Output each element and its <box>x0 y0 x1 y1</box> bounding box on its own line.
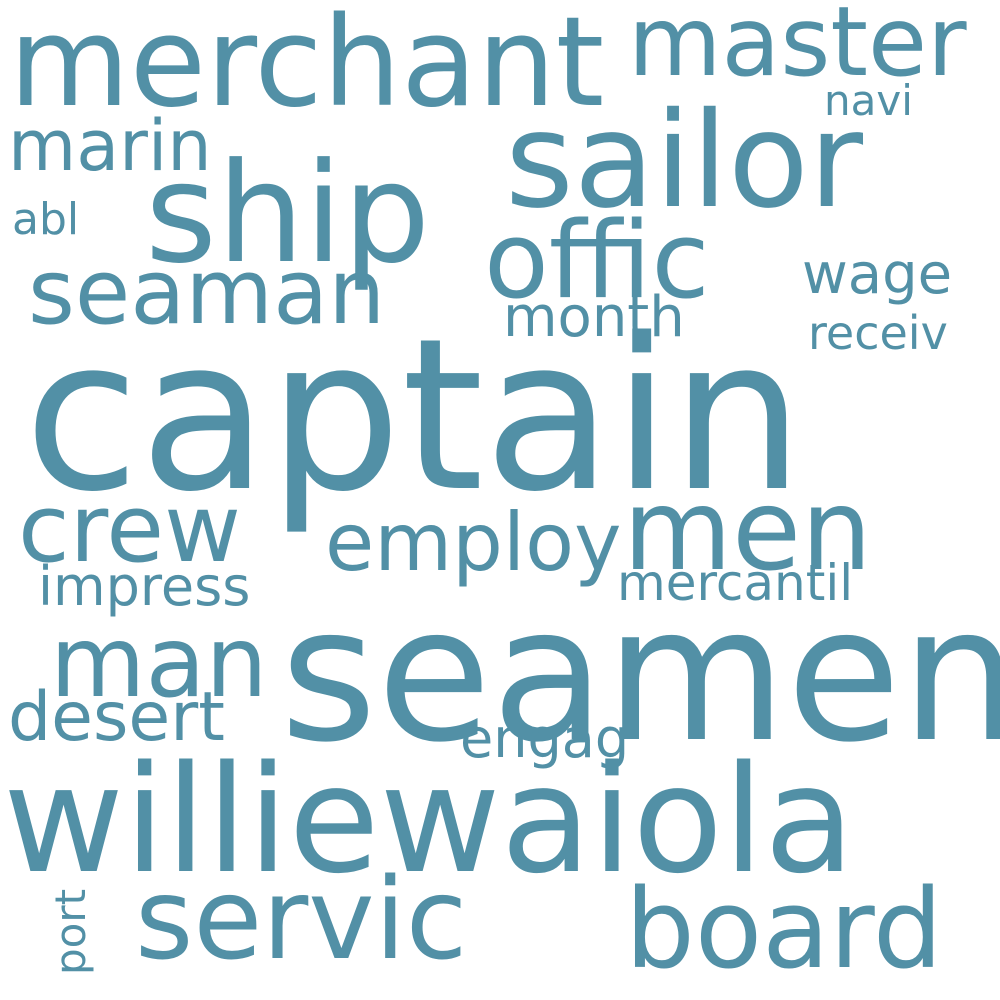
word-mercantil: mercantil <box>617 554 854 612</box>
word-navi: navi <box>824 76 913 125</box>
word-impress: impress <box>38 555 251 618</box>
word-captain: captain <box>24 293 804 538</box>
word-ship: ship <box>145 133 431 294</box>
word-desert: desert <box>8 678 225 757</box>
word-month: month <box>503 285 685 350</box>
word-offic: offic <box>484 199 710 322</box>
word-employ: employ <box>325 496 622 589</box>
word-engag: engag <box>460 707 630 770</box>
word-receiv: receiv <box>808 306 948 360</box>
word-abl: abl <box>12 194 80 245</box>
word-crew: crew <box>18 475 241 584</box>
word-sailor: sailor <box>505 84 864 238</box>
word-seaman: seaman <box>28 240 386 345</box>
word-marin: marin <box>8 105 212 187</box>
word-seamen: seamen <box>280 566 1000 783</box>
word-merchant: merchant <box>9 0 605 135</box>
word-wage: wage <box>802 242 953 307</box>
word-board: board <box>625 865 943 993</box>
word-servic: servic <box>135 855 468 985</box>
word-port: port <box>46 888 95 975</box>
word-williewaiola: williewaiola <box>3 734 855 906</box>
word-man: man <box>50 606 268 720</box>
word-master: master <box>628 0 967 98</box>
word-men: men <box>623 466 872 596</box>
